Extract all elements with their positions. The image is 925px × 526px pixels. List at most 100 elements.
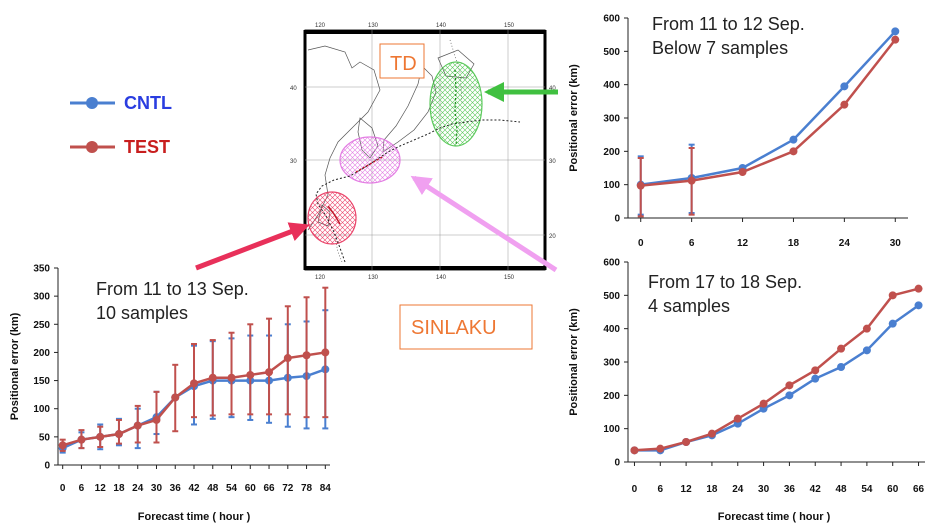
- data-point-test: [321, 348, 330, 357]
- series-line-test: [634, 287, 919, 452]
- chart-annotation: From 17 to 18 Sep.: [648, 272, 802, 292]
- data-point-test: [208, 373, 217, 382]
- data-point-test: [789, 147, 798, 156]
- y-tick-label: 300: [603, 358, 620, 369]
- chart-11-13-sep: 0 50 100 150 200 250 300 350 0 6 12 18 24 30 36 42 48 54 6…: [9, 264, 331, 524]
- x-axis-title: Forecast time ( hour ): [718, 511, 831, 523]
- x-tick-label: 0: [638, 238, 644, 249]
- y-tick-label: 200: [603, 147, 620, 158]
- x-tick-label: 18: [788, 238, 800, 249]
- y-tick-label: 200: [33, 348, 50, 359]
- x-tick-label: 36: [170, 483, 182, 494]
- legend-label-test: TEST: [124, 137, 170, 157]
- data-point-test: [152, 415, 161, 424]
- recurvature-region-circle: [339, 136, 401, 184]
- legend-item-cntl: CNTL: [70, 93, 172, 113]
- data-point-test: [811, 366, 820, 375]
- data-point-test: [840, 100, 849, 109]
- storm-track: [315, 69, 521, 263]
- y-axis-title: Positional error (km): [9, 312, 21, 420]
- lat-tick-left-40: 40: [290, 86, 297, 92]
- legend-marker-cntl: [86, 97, 98, 109]
- typhoon-track-map: 120 130 140 150 120 130 140 150 40 30 40…: [290, 23, 556, 281]
- data-point-test: [733, 414, 742, 423]
- x-tick-label: 30: [151, 483, 163, 494]
- x-tick-label: 6: [658, 484, 664, 495]
- x-tick-label: 60: [245, 483, 257, 494]
- x-tick-label: 12: [681, 484, 693, 495]
- data-point-test: [227, 373, 236, 382]
- chart-11-12-sep: 0 100 200 300 400 500 600 0 6 12 18 24 30 Positional …: [568, 14, 908, 249]
- x-tick-label: 24: [839, 238, 851, 249]
- data-point-test: [682, 438, 691, 446]
- lon-tick-top-150: 150: [504, 23, 515, 29]
- data-point-cntl: [888, 319, 897, 328]
- data-point-test: [58, 441, 67, 450]
- x-tick-label: 0: [60, 483, 66, 494]
- data-point-test: [837, 344, 846, 353]
- red-arrow: [195, 222, 310, 271]
- x-tick-label: 72: [282, 483, 294, 494]
- lon-tick-top-140: 140: [436, 23, 447, 29]
- data-point-test: [888, 291, 897, 300]
- x-tick-label: 60: [887, 484, 899, 495]
- x-tick-label: 6: [79, 483, 85, 494]
- x-tick-label: 0: [632, 484, 638, 495]
- data-point-test: [265, 368, 274, 377]
- lon-tick-bottom-140: 140: [436, 275, 447, 281]
- y-tick-label: 500: [603, 47, 620, 58]
- pink-arrow: [410, 175, 558, 273]
- data-point-cntl: [891, 27, 900, 36]
- chart-17-18-sep: 0 100 200 300 400 500 600 0 6 12 18 24 30 36 42 48 54 60 6…: [568, 258, 925, 523]
- x-tick-label: 18: [113, 483, 125, 494]
- lon-tick-bottom-120: 120: [315, 275, 326, 281]
- y-tick-label: 100: [33, 404, 50, 415]
- data-point-test: [707, 429, 716, 438]
- x-tick-label: 84: [320, 483, 332, 494]
- data-point-cntl: [840, 82, 849, 91]
- data-point-test: [636, 181, 645, 190]
- data-point-test: [133, 421, 142, 430]
- data-point-test: [687, 176, 696, 185]
- data-point-test: [759, 399, 768, 408]
- data-point-cntl: [914, 301, 923, 310]
- lon-tick-top-120: 120: [315, 23, 326, 29]
- data-point-test: [862, 324, 871, 333]
- y-tick-label: 400: [603, 80, 620, 91]
- lat-tick-left-30: 30: [290, 159, 297, 165]
- data-point-test: [738, 168, 747, 176]
- y-tick-label: 50: [39, 432, 51, 443]
- series-line-cntl: [640, 30, 897, 186]
- x-tick-label: 24: [132, 483, 144, 494]
- series-line-cntl: [634, 304, 920, 452]
- x-tick-label: 24: [732, 484, 744, 495]
- y-axis-title: Positional error (km): [568, 308, 580, 416]
- y-tick-label: 0: [44, 461, 50, 472]
- y-tick-label: 100: [603, 180, 620, 191]
- data-point-test: [96, 432, 105, 441]
- y-tick-label: 150: [33, 376, 50, 387]
- x-axis-title: Forecast time ( hour ): [138, 511, 251, 523]
- data-point-test: [302, 351, 311, 360]
- y-axis-title: Positional error (km): [568, 64, 580, 172]
- lon-tick-top-130: 130: [368, 23, 379, 29]
- lat-tick-right-20: 20: [549, 234, 556, 240]
- data-point-test: [246, 370, 255, 379]
- legend-marker-test: [86, 141, 98, 153]
- y-tick-label: 100: [603, 424, 620, 435]
- x-tick-label: 30: [890, 238, 902, 249]
- storm-name-label: SINLAKU: [411, 317, 497, 339]
- data-point-test: [77, 435, 86, 444]
- data-point-test: [190, 379, 198, 388]
- y-tick-label: 350: [33, 264, 50, 275]
- chart-annotation: From 11 to 13 Sep.: [96, 279, 249, 299]
- data-point-cntl: [811, 374, 820, 383]
- x-tick-label: 18: [706, 484, 718, 495]
- chart-annotation: 10 samples: [96, 303, 188, 323]
- data-point-cntl: [837, 363, 846, 371]
- x-tick-label: 12: [95, 483, 107, 494]
- data-point-cntl: [862, 346, 871, 355]
- y-tick-label: 0: [614, 214, 620, 225]
- x-tick-label: 42: [810, 484, 822, 495]
